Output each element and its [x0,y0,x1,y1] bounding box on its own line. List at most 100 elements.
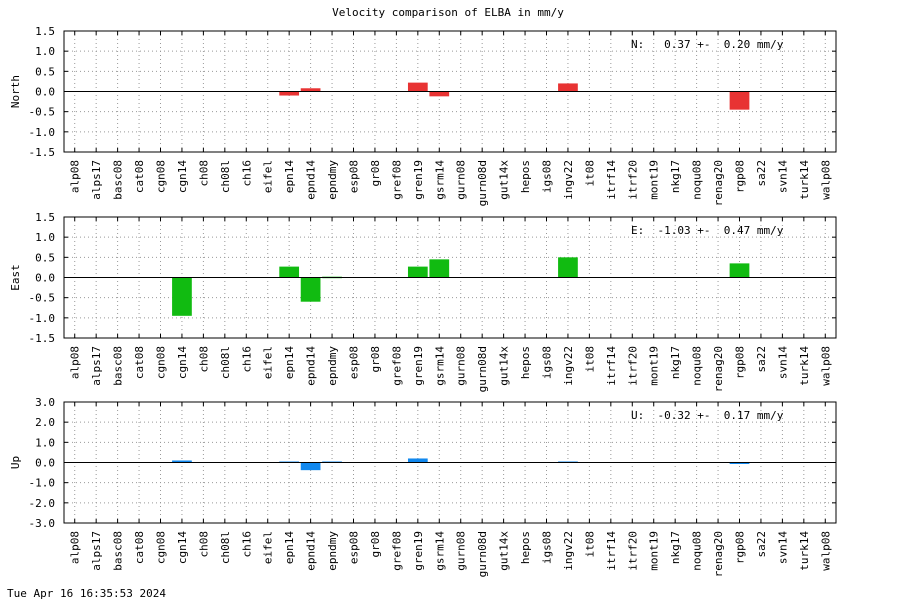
east-category-label: renag20 [712,346,725,392]
east-panel: -1.5 -1.0 -0.5 0.0 0.5 1.0 1.5 alp08 alps17 basc0… [9,211,837,392]
north-category-label: noqu08 [691,160,704,200]
up-category-label: gurn08d [476,531,489,577]
north-category-label: hepos [519,160,532,193]
north-category-label: itrf20 [626,160,639,200]
east-category-label: svn14 [776,346,789,379]
east-ytick-label: -1.0 [29,312,56,325]
up-category-label: gren19 [412,531,425,571]
up-category-label: gut14x [498,531,511,571]
up-category-label: esp08 [348,531,361,564]
north-ytick-label: -0.5 [29,106,56,119]
north-ytick-label: -1.5 [29,146,56,159]
up-category-label: epn14 [283,531,296,564]
north-ytick-label: -1.0 [29,126,56,139]
east-category-label: alp08 [69,346,82,379]
east-ytick-label: -0.5 [29,292,56,305]
up-category-label: gref08 [390,531,403,571]
up-annotation: U: -0.32 +- 0.17 mm/y [631,409,784,422]
up-category-label: mont19 [648,531,661,571]
east-category-label: cgn08 [155,346,168,379]
east-category-label: ch08l [219,346,232,379]
east-bar [729,263,750,278]
east-category-label: gr08 [369,346,382,373]
north-category-label: gren19 [412,160,425,200]
north-category-label: epndmy [326,160,339,200]
east-category-label: alps17 [90,346,103,386]
up-category-label: ch08l [219,531,232,564]
north-category-label: nkg17 [669,160,682,193]
east-category-label: cgn14 [176,346,189,379]
up-category-label: cgn08 [155,531,168,564]
east-ytick-label: 1.5 [35,211,55,224]
up-category-label: alps17 [90,531,103,571]
panels-group: -1.5 -1.0 -0.5 0.0 0.5 1.0 1.5 alp08 alps17 basc0… [9,25,837,577]
north-category-label: gr08 [369,160,382,187]
north-category-label: alp08 [69,160,82,193]
up-category-label: epnd14 [305,531,318,571]
east-bar [558,257,578,278]
north-category-label: eifel [262,160,275,193]
up-category-label: basc08 [112,531,125,571]
north-category-label: ch08 [197,160,210,187]
east-category-label: itrf14 [605,346,618,386]
east-ytick-label: 1.0 [35,231,55,244]
north-category-label: sa22 [755,160,768,187]
east-bar [407,266,428,278]
east-category-label: eifel [262,346,275,379]
east-category-label: it08 [583,346,596,373]
chart-title: Velocity comparison of ELBA in mm/y [332,6,564,19]
east-category-label: ch08 [197,346,210,373]
north-category-label: basc08 [112,160,125,200]
east-bar [300,277,321,302]
north-annotation: N: 0.37 +- 0.20 mm/y [631,38,784,51]
east-category-label: mont19 [648,346,661,386]
north-category-label: cgn14 [176,160,189,193]
east-category-label: cat08 [133,346,146,379]
up-ytick-label: 3.0 [35,396,55,409]
north-category-label: esp08 [348,160,361,193]
north-bar [558,83,578,92]
east-category-label: gurn08 [455,346,468,386]
north-category-label: epnd14 [305,160,318,200]
up-category-label: hepos [519,531,532,564]
east-category-label: turk14 [798,346,811,386]
north-category-label: itrf14 [605,160,618,200]
east-category-label: epnd14 [305,346,318,386]
north-category-label: renag20 [712,160,725,206]
east-category-label: gut14x [498,346,511,386]
up-ytick-label: 0.0 [35,457,55,470]
east-category-label: walp08 [819,346,832,386]
up-axis-label: Up [9,456,22,469]
up-category-label: turk14 [798,531,811,571]
up-category-label: itrf14 [605,531,618,571]
up-category-label: igs08 [541,531,554,564]
north-category-label: walp08 [819,160,832,200]
up-panel: -3.0 -2.0 -1.0 0.0 1.0 2.0 3.0 alp08 alps17 basc0… [9,396,837,577]
up-category-label: alp08 [69,531,82,564]
north-axis-label: North [9,75,22,108]
up-category-label: cat08 [133,531,146,564]
east-category-label: gurn08d [476,346,489,392]
up-category-label: gr08 [369,531,382,558]
east-category-label: ingv22 [562,346,575,386]
east-category-label: gsrm14 [433,346,446,386]
north-category-label: ingv22 [562,160,575,200]
up-category-label: cgn14 [176,531,189,564]
up-category-label: epndmy [326,531,339,571]
up-category-label: itrf20 [626,531,639,571]
north-category-label: mont19 [648,160,661,200]
north-ytick-label: 1.5 [35,25,55,38]
east-category-label: itrf20 [626,346,639,386]
east-category-label: epn14 [283,346,296,379]
north-bar [300,88,321,92]
up-category-label: it08 [583,531,596,558]
up-ytick-label: -3.0 [29,517,56,530]
up-bar [300,462,321,471]
north-category-label: it08 [583,160,596,187]
up-category-label: sa22 [755,531,768,558]
east-category-label: sa22 [755,346,768,373]
north-frame [63,30,837,153]
north-ytick-label: 0.5 [35,65,55,78]
east-ytick-label: -1.5 [29,332,56,345]
